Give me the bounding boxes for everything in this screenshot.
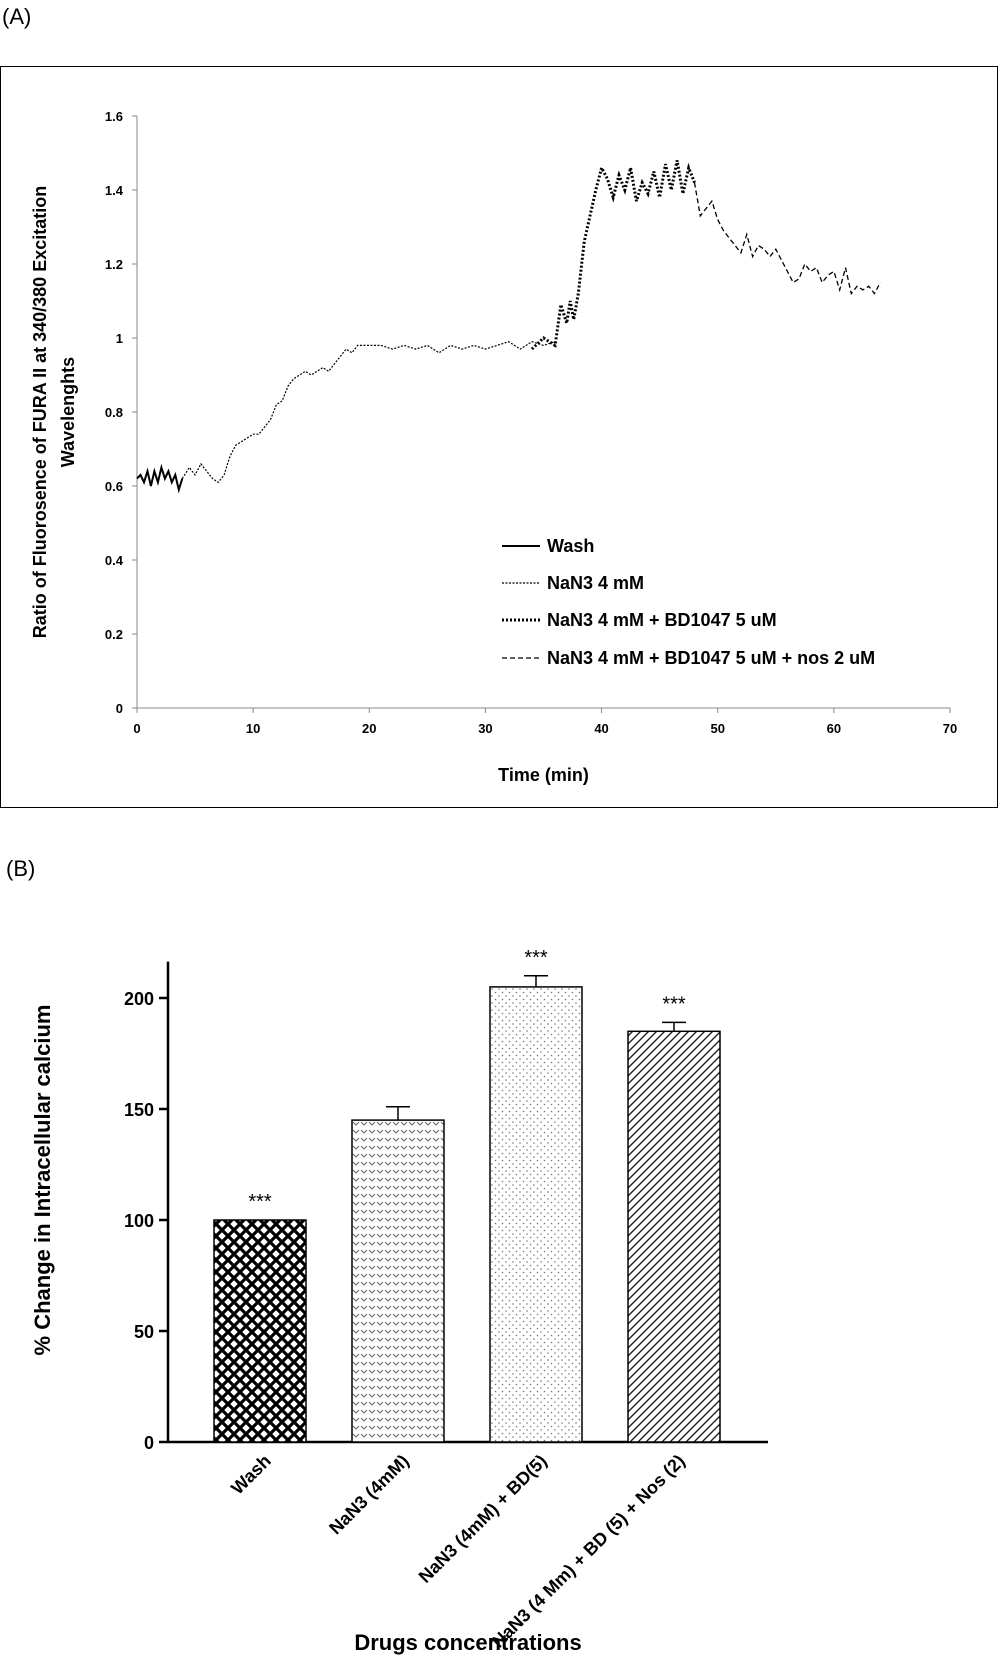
- legend-label: NaN3 4 mM: [547, 573, 644, 593]
- y-tick-label: 100: [124, 1211, 154, 1231]
- panel-label-a: (A): [2, 4, 32, 29]
- legend-label: NaN3 4 mM + BD1047 5 uM: [547, 610, 777, 630]
- x-tick-label: 30: [478, 721, 492, 736]
- y-tick-label: 0: [116, 701, 123, 716]
- significance-marker: ***: [662, 993, 686, 1015]
- category-label: NaN3 (4mM): [325, 1451, 413, 1539]
- series-line-1: [136, 463, 184, 494]
- y-tick-label: 150: [124, 1100, 154, 1120]
- significance-marker: ***: [524, 947, 548, 969]
- bar: [351, 1119, 445, 1443]
- significance-marker: ***: [248, 1191, 272, 1213]
- y-tick-label: 0.8: [105, 405, 123, 420]
- y-tick-label: 1.4: [105, 183, 124, 198]
- category-label: Wash: [227, 1451, 275, 1499]
- y-tick-label: 200: [124, 989, 154, 1009]
- series-line-3: [530, 160, 696, 351]
- x-tick-label: 60: [827, 721, 841, 736]
- y-axis-title: % Change in Intracellular calcium: [30, 1005, 55, 1356]
- x-axis-title: Time (min): [498, 765, 589, 785]
- panel-label-b: (B): [6, 856, 36, 881]
- y-tick-label: 0.4: [105, 553, 124, 568]
- bar: [627, 1030, 721, 1443]
- x-tick-label: 40: [594, 721, 608, 736]
- y-tick-label: 0: [144, 1433, 154, 1453]
- series-line-4: [693, 182, 881, 296]
- bar: [213, 1219, 307, 1443]
- y-axis-title-line1: Ratio of Fluorosence of FURA II at 340/3…: [30, 186, 50, 638]
- y-tick-label: 50: [134, 1322, 154, 1342]
- chart-a-frame: [0, 66, 998, 808]
- x-tick-label: 20: [362, 721, 376, 736]
- y-tick-label: 0.2: [105, 627, 123, 642]
- legend-label: NaN3 4 mM + BD1047 5 uM + nos 2 uM: [547, 648, 875, 668]
- y-axis-title-line2: Wavelenghts: [58, 357, 78, 467]
- x-tick-label: 10: [246, 721, 260, 736]
- category-label: NaN3 (4mM) + BD(5): [415, 1451, 551, 1587]
- x-tick-label: 70: [943, 721, 957, 736]
- y-tick-label: 0.6: [105, 479, 123, 494]
- y-tick-label: 1.6: [105, 109, 123, 124]
- line-chart: 0 0.2 0.4 0.6 0.8 1 1.2 1.4 1.6 0 10 20 30 40 50 60 70 Ti…: [30, 109, 957, 785]
- legend-label: Wash: [547, 536, 594, 556]
- x-tick-label: 50: [710, 721, 724, 736]
- y-tick-label: 1.2: [105, 257, 123, 272]
- x-axis-title: Drugs concentrations: [354, 1630, 581, 1655]
- bar: [489, 986, 583, 1443]
- category-label: NaN3 (4 Mm) + BD (5) + Nos (2): [488, 1451, 689, 1652]
- x-tick-label: 0: [133, 721, 140, 736]
- y-tick-label: 1: [116, 331, 123, 346]
- series-line-2: [181, 341, 556, 484]
